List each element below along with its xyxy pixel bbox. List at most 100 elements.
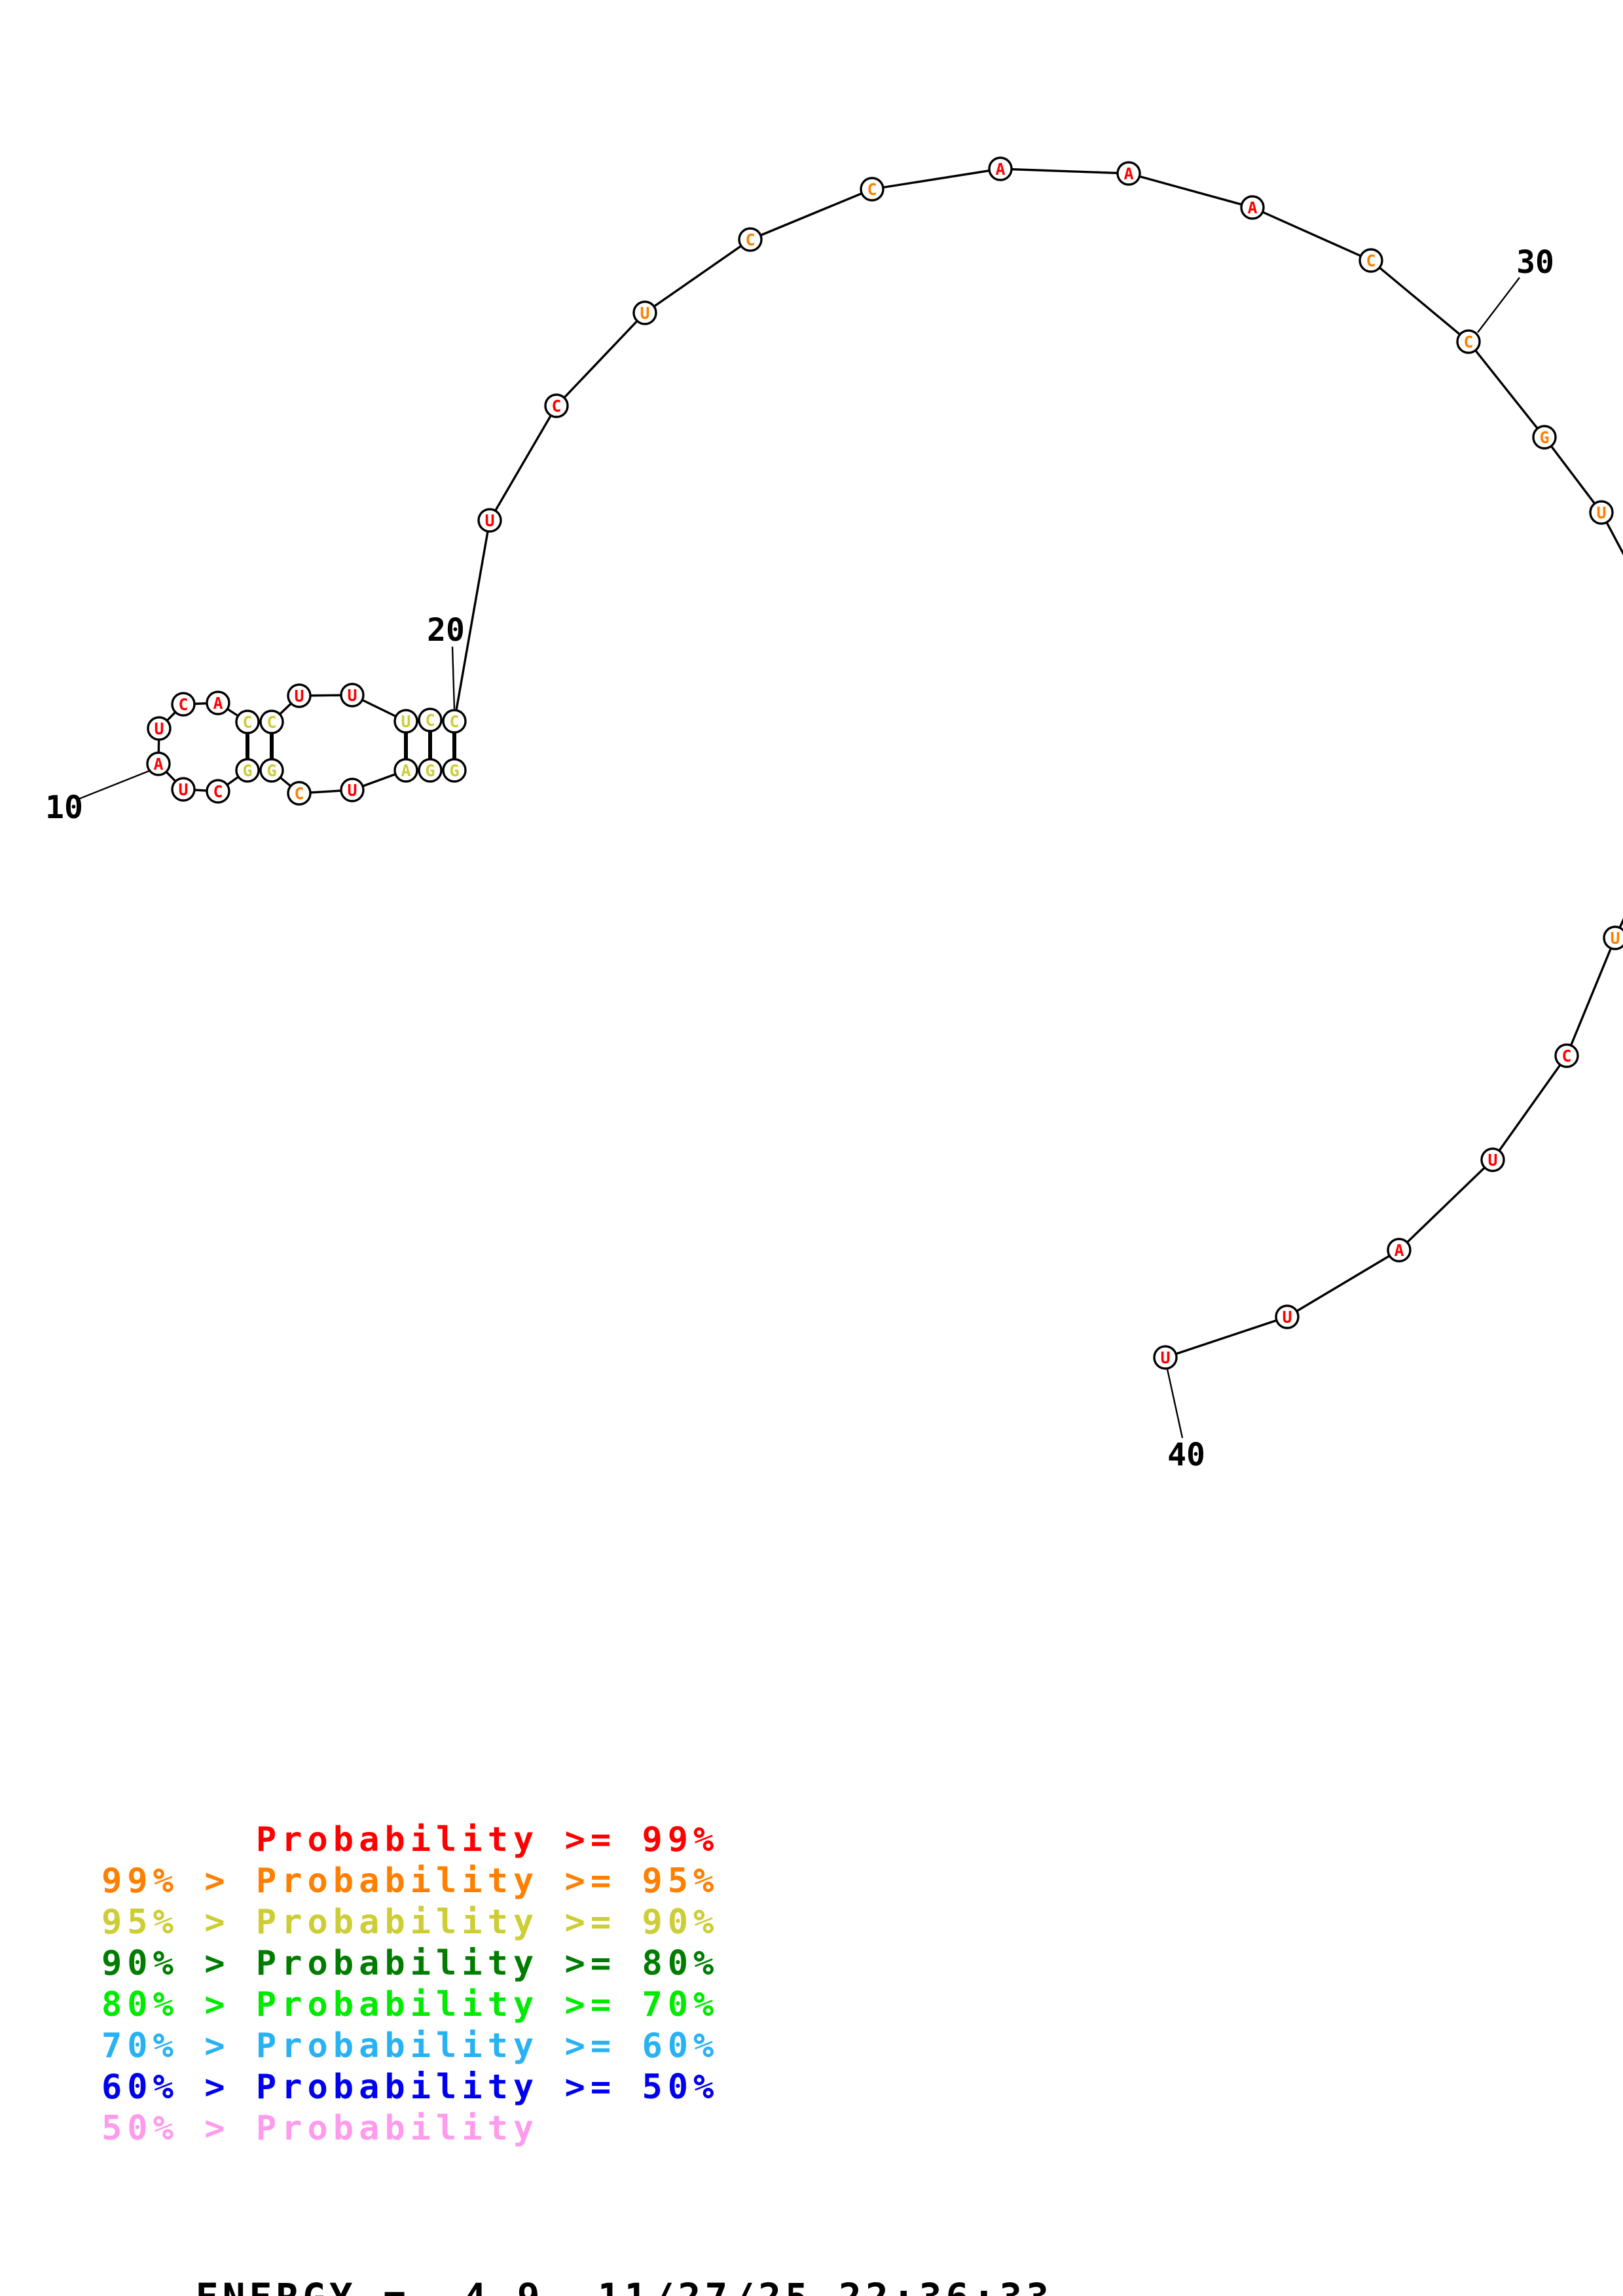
nucleotide-circle xyxy=(1153,1345,1178,1370)
nucleotide-circle xyxy=(860,177,884,202)
base-letter: U xyxy=(1282,1308,1292,1327)
base-letter: U xyxy=(1160,1348,1170,1367)
nucleotide-22: C xyxy=(544,393,569,418)
label-tick xyxy=(1166,1369,1184,1439)
nucleotide-23: U xyxy=(632,300,657,325)
nucleotide-circle xyxy=(393,709,418,734)
nucleotide-35: U xyxy=(1603,925,1623,950)
nucleotide-26: A xyxy=(988,156,1013,181)
nucleotide-31: G xyxy=(1532,425,1557,450)
nucleotide-circle xyxy=(1275,1304,1300,1329)
nucleotide-circle xyxy=(738,227,763,252)
backbone-segment xyxy=(1252,206,1372,262)
energy-value: ENERGY = -4.9 xyxy=(196,2275,544,2296)
nucleotide-21: U xyxy=(477,508,502,533)
backbone-segment xyxy=(1370,259,1470,343)
backbone-segment xyxy=(1491,1055,1568,1160)
nucleotide-circle xyxy=(171,692,196,717)
nucleotide-27: A xyxy=(1116,161,1141,186)
nucleotide-circle xyxy=(632,300,657,325)
base-letter: U xyxy=(401,712,410,731)
nucleotide-circle xyxy=(544,393,569,418)
nucleotide-circle xyxy=(147,716,172,741)
nucleotide-20: C xyxy=(442,709,467,734)
base-letter: A xyxy=(153,755,163,774)
position-label-10: 10 xyxy=(45,789,83,826)
nucleotide-7: G xyxy=(235,758,260,783)
nucleotide-circle xyxy=(1603,925,1623,950)
base-letter: U xyxy=(347,781,357,800)
base-letter: C xyxy=(266,713,276,732)
nucleotide-19: C xyxy=(418,708,443,732)
nucleotide-circle xyxy=(287,781,312,806)
nucleotide-circle xyxy=(146,751,171,776)
nucleotide-circle xyxy=(340,778,365,802)
nucleotide-25: C xyxy=(860,177,884,202)
nucleotide-circle xyxy=(287,683,312,708)
backbone-segment-clipped xyxy=(1614,918,1623,939)
nucleotide-32: U xyxy=(1589,500,1614,525)
base-letter: C xyxy=(745,230,755,249)
position-label-40: 40 xyxy=(1167,1437,1205,1473)
nucleotide-18: U xyxy=(393,709,418,734)
nucleotide-circle xyxy=(1240,195,1265,220)
nucleotide-circle xyxy=(1387,1238,1412,1263)
backbone-segment xyxy=(1165,1316,1288,1359)
nucleotide-14: C xyxy=(235,709,260,734)
base-letter: C xyxy=(551,397,561,416)
legend-row-90-95: 95% > Probability >= 90% xyxy=(101,1903,720,1942)
nucleotide-39: U xyxy=(1275,1304,1300,1329)
nucleotide-circle xyxy=(1589,500,1614,525)
base-letter: C xyxy=(1561,1047,1571,1066)
energy-line: ENERGY = -4.9 11/27/25 22:36:33 xyxy=(88,2231,1053,2296)
backbone-segment xyxy=(453,520,491,722)
nucleotide-28: A xyxy=(1240,195,1265,220)
label-tick xyxy=(1477,277,1520,333)
nucleotide-circle xyxy=(418,758,443,783)
base-letter: G xyxy=(242,761,252,780)
base-letter: C xyxy=(425,711,435,730)
base-letter: C xyxy=(213,782,223,801)
position-label-30: 30 xyxy=(1516,244,1554,281)
base-letter: U xyxy=(294,687,304,706)
position-label-20: 20 xyxy=(427,612,465,649)
base-letter: U xyxy=(154,719,164,738)
nucleotide-36: C xyxy=(1554,1043,1579,1068)
nucleotide-circle xyxy=(1532,425,1557,450)
base-letter: G xyxy=(266,761,276,780)
nucleotide-circle xyxy=(259,758,284,783)
base-letter: C xyxy=(449,712,459,731)
nucleotide-1: G xyxy=(442,758,467,783)
label-tick xyxy=(451,646,456,709)
base-letter: U xyxy=(484,511,494,530)
base-letter: U xyxy=(1610,929,1620,948)
base-letter: A xyxy=(213,694,223,713)
base-letter: A xyxy=(401,761,410,780)
legend-row-50-60: 60% > Probability >= 50% xyxy=(101,2068,720,2107)
base-letter: C xyxy=(178,695,188,714)
base-letter: C xyxy=(294,784,304,803)
nucleotide-9: U xyxy=(171,777,196,802)
nucleotide-29: C xyxy=(1359,248,1383,273)
base-letter: A xyxy=(995,160,1005,179)
backbone-segment xyxy=(1398,1158,1494,1251)
legend-row-70-80: 80% > Probability >= 70% xyxy=(101,1985,720,2024)
base-letter: G xyxy=(1539,428,1549,447)
nucleotide-circle xyxy=(988,156,1013,181)
nucleotide-circle xyxy=(418,708,443,732)
nucleotide-circle xyxy=(1554,1043,1579,1068)
base-letter: U xyxy=(178,780,188,799)
legend-row-95-99: 99% > Probability >= 95% xyxy=(101,1861,720,1901)
legend-row-lt50: 50% > Probability xyxy=(101,2109,539,2148)
nucleotide-10: A xyxy=(146,751,171,776)
nucleotide-13: A xyxy=(206,691,230,715)
nucleotide-4: U xyxy=(340,778,365,802)
nucleotide-circle xyxy=(171,777,196,802)
backbone-segment xyxy=(871,168,1001,190)
backbone-segment xyxy=(1467,340,1546,439)
nucleotide-circle xyxy=(1116,161,1141,186)
nucleotide-24: C xyxy=(738,227,763,252)
nucleotide-40: U xyxy=(1153,1345,1178,1370)
base-letter: A xyxy=(1123,164,1133,183)
